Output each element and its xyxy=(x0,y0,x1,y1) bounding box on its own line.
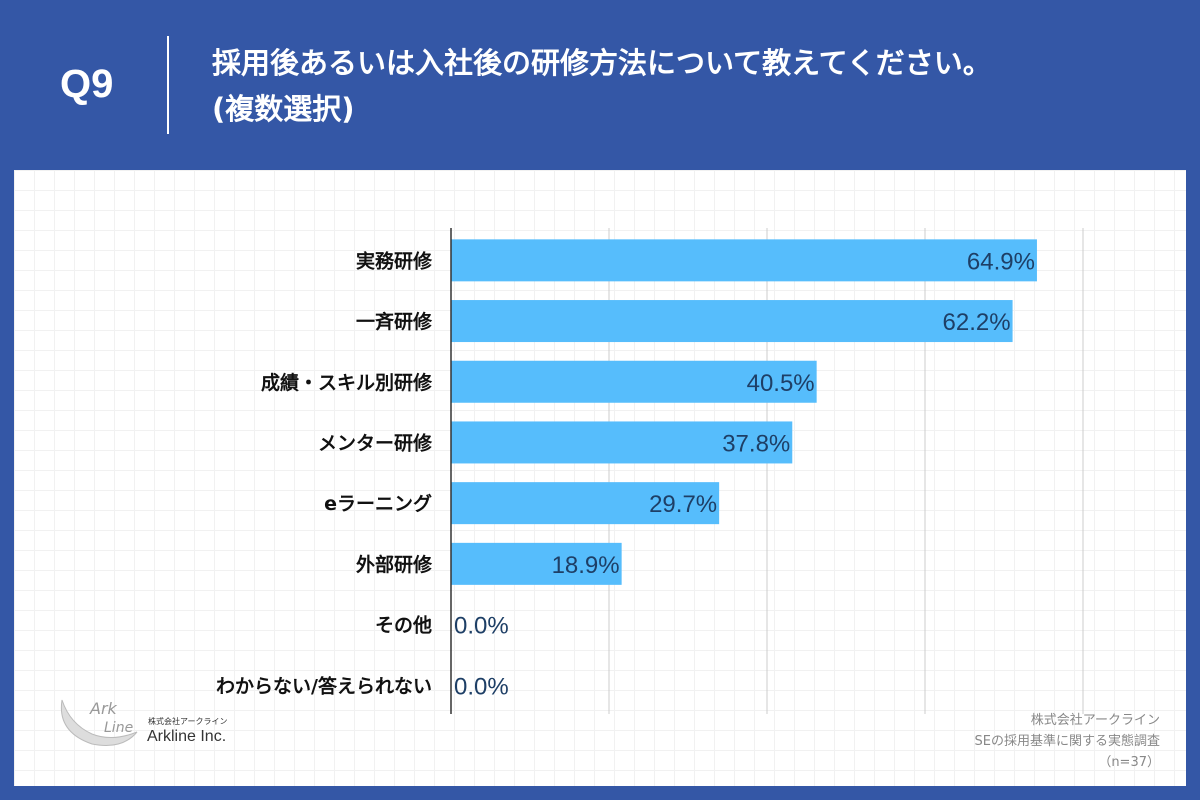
arkline-logo-mark: Ark Line xyxy=(60,699,138,746)
category-label: 一斉研修 xyxy=(356,310,433,333)
value-label: 62.2% xyxy=(943,309,1011,336)
bar xyxy=(451,239,1037,282)
category-label: 実務研修 xyxy=(356,249,433,272)
bar xyxy=(451,482,720,525)
question-title: 採用後あるいは入社後の研修方法について教えてください。 (複数選択) xyxy=(212,40,992,132)
svg-text:Line: Line xyxy=(104,720,133,736)
bar xyxy=(451,360,817,403)
bar xyxy=(451,421,793,464)
logo-subtitle: 株式会社アークライン xyxy=(148,717,228,726)
value-label: 0.0% xyxy=(454,673,509,700)
logo-name: Arkline Inc. xyxy=(147,728,227,745)
category-label: 成績・スキル別研修 xyxy=(261,371,433,394)
category-label: わからない/答えられない xyxy=(216,674,432,697)
value-label: 37.8% xyxy=(722,430,790,457)
value-label: 18.9% xyxy=(552,552,620,579)
source-note: 株式会社アークライン SEの採用基準に関する実態調査 （n=37） xyxy=(975,710,1160,773)
value-label: 0.0% xyxy=(454,613,509,640)
value-label: 29.7% xyxy=(649,491,717,518)
category-label: メンター研修 xyxy=(318,431,433,454)
svg-text:Ark: Ark xyxy=(89,699,118,718)
value-label: 40.5% xyxy=(747,370,815,397)
category-label: eラーニング xyxy=(324,492,432,515)
bar xyxy=(451,300,1013,343)
title-line-2: (複数選択) xyxy=(212,92,355,126)
sample-size: （n=37） xyxy=(1098,755,1160,770)
title-line-1: 採用後あるいは入社後の研修方法について教えてください。 xyxy=(212,46,992,80)
category-label: 外部研修 xyxy=(356,553,433,576)
source-survey: SEの採用基準に関する実態調査 xyxy=(974,734,1160,749)
source-company: 株式会社アークライン xyxy=(1030,713,1160,728)
value-label: 64.9% xyxy=(967,248,1035,275)
bar xyxy=(451,542,622,585)
question-number: Q9 xyxy=(60,62,114,106)
header-divider xyxy=(167,36,169,134)
category-label: その他 xyxy=(375,614,432,637)
